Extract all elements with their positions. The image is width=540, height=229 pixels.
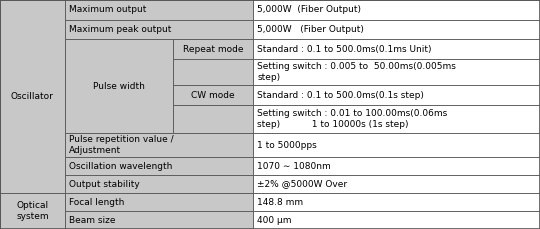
Text: Optical
system: Optical system <box>16 201 49 221</box>
Text: Pulse repetition value /
Adjustment: Pulse repetition value / Adjustment <box>69 136 174 155</box>
Text: 5,000W  (Fiber Output): 5,000W (Fiber Output) <box>257 5 361 14</box>
Text: 400 μm: 400 μm <box>257 215 292 224</box>
Bar <box>65 157 253 175</box>
Text: 1 to 5000pps: 1 to 5000pps <box>257 141 317 150</box>
Bar <box>0 193 65 229</box>
Bar <box>65 20 253 39</box>
Text: Repeat mode: Repeat mode <box>183 45 243 54</box>
Text: Beam size: Beam size <box>69 215 116 224</box>
Text: Setting switch : 0.005 to  50.00ms(0.005ms
step): Setting switch : 0.005 to 50.00ms(0.005m… <box>257 62 456 82</box>
Bar <box>173 85 253 105</box>
Bar <box>253 105 540 133</box>
Text: Oscillator: Oscillator <box>11 92 54 101</box>
Bar <box>253 20 540 39</box>
Bar <box>253 39 540 59</box>
Bar <box>253 59 540 85</box>
Text: 1070 ∼ 1080nm: 1070 ∼ 1080nm <box>257 162 331 171</box>
Bar <box>253 193 540 211</box>
Bar <box>173 39 253 59</box>
Text: Standard : 0.1 to 500.0ms(0.1s step): Standard : 0.1 to 500.0ms(0.1s step) <box>257 91 424 100</box>
Text: Oscillation wavelength: Oscillation wavelength <box>69 162 172 171</box>
Bar <box>253 157 540 175</box>
Bar <box>65 0 253 20</box>
Text: Maximum output: Maximum output <box>69 5 146 14</box>
Text: Setting switch : 0.01 to 100.00ms(0.06ms
step)           1 to 10000s (1s step): Setting switch : 0.01 to 100.00ms(0.06ms… <box>257 109 447 129</box>
Bar <box>0 0 65 193</box>
Text: 148.8 mm: 148.8 mm <box>257 198 303 207</box>
Bar <box>65 211 253 229</box>
Text: Standard : 0.1 to 500.0ms(0.1ms Unit): Standard : 0.1 to 500.0ms(0.1ms Unit) <box>257 45 431 54</box>
Bar <box>173 59 253 85</box>
Bar <box>65 175 253 193</box>
Bar <box>65 133 253 157</box>
Text: ±2% @5000W Over: ±2% @5000W Over <box>257 180 347 189</box>
Text: CW mode: CW mode <box>191 91 234 100</box>
Text: Focal length: Focal length <box>69 198 125 207</box>
Bar <box>253 0 540 20</box>
Bar <box>65 39 173 133</box>
Text: Output stability: Output stability <box>69 180 140 189</box>
Bar <box>65 193 253 211</box>
Text: Pulse width: Pulse width <box>93 82 145 91</box>
Bar <box>253 133 540 157</box>
Bar <box>253 211 540 229</box>
Bar <box>253 85 540 105</box>
Bar <box>253 175 540 193</box>
Text: Maximum peak output: Maximum peak output <box>69 25 172 34</box>
Text: 5,000W   (Fiber Output): 5,000W (Fiber Output) <box>257 25 364 34</box>
Bar <box>173 105 253 133</box>
